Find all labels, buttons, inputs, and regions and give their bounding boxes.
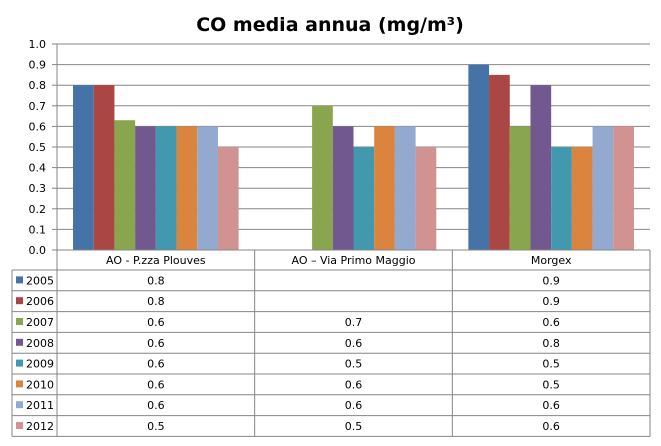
bar-2005-2	[468, 64, 490, 250]
y-tick-label: 0.2	[29, 203, 47, 216]
table-cell: 0.6	[345, 399, 363, 412]
table-cell: 0.5	[147, 420, 165, 433]
table-cell: 0.6	[542, 399, 560, 412]
bar-2011-1	[394, 126, 416, 250]
table-cell: 0.6	[542, 316, 560, 329]
table-cell: 0.5	[542, 358, 560, 371]
y-tick-label: 0.7	[29, 100, 47, 113]
legend-label: 2008	[26, 337, 54, 350]
table-cell: 0.6	[345, 337, 363, 350]
bar-2006-0	[93, 85, 115, 250]
y-tick-label: 1.0	[29, 38, 47, 51]
bar-2010-1	[374, 126, 395, 250]
legend-label: 2005	[26, 274, 54, 287]
bar-2008-2	[530, 85, 552, 250]
legend-key-2010	[16, 380, 23, 388]
table-cell: 0.5	[345, 420, 363, 433]
table-cell: 0.6	[147, 399, 165, 412]
legend-key-2005	[16, 276, 23, 284]
category-label: AO - P.zza Plouves	[106, 254, 206, 267]
y-tick-label: 0.6	[29, 120, 47, 133]
bar-2008-0	[135, 126, 156, 250]
bar-2007-0	[114, 120, 136, 250]
legend-label: 2010	[26, 378, 54, 391]
table-cell: 0.7	[345, 316, 363, 329]
bar-2007-1	[312, 105, 333, 250]
legend-label: 2006	[26, 295, 54, 308]
chart-title: CO media annua (mg/m³)	[196, 14, 464, 36]
table-cell: 0.6	[345, 378, 363, 391]
table-cell: 0.6	[542, 420, 560, 433]
bar-2009-1	[353, 147, 375, 250]
legend-key-2009	[16, 359, 23, 367]
y-tick-label: 0.0	[29, 244, 47, 257]
table-cell: 0.6	[147, 358, 165, 371]
table-cell: 0.9	[542, 295, 560, 308]
y-tick-label: 0.4	[29, 162, 47, 175]
table-cell: 0.8	[147, 274, 165, 287]
legend-label: 2007	[26, 316, 54, 329]
bar-2009-2	[551, 147, 572, 250]
legend-key-2007	[16, 318, 23, 325]
legend-label: 2009	[26, 358, 54, 371]
legend-label: 2011	[26, 399, 54, 412]
bar-2010-2	[571, 147, 593, 250]
bar-2007-2	[509, 126, 531, 250]
legend-key-2008	[16, 338, 23, 346]
table-cell: 0.6	[147, 378, 165, 391]
y-tick-label: 0.5	[29, 141, 47, 154]
legend-key-2006	[16, 297, 23, 305]
bar-2009-0	[155, 126, 177, 250]
table-cell: 0.6	[147, 337, 165, 350]
y-tick-label: 0.3	[29, 182, 47, 195]
table-cell: 0.8	[147, 295, 165, 308]
category-label: AO – Via Primo Maggio	[291, 254, 415, 267]
bar-2011-2	[592, 126, 614, 250]
legend-label: 2012	[26, 420, 54, 433]
table-cell: 0.9	[542, 274, 560, 287]
legend-key-2012	[16, 422, 23, 429]
table-cell: 0.8	[542, 337, 560, 350]
y-tick-label: 0.8	[29, 79, 47, 92]
bar-2012-1	[415, 147, 437, 250]
bar-2010-0	[176, 126, 198, 250]
y-tick-label: 0.1	[29, 223, 47, 236]
bar-2011-0	[197, 126, 218, 250]
legend-key-2011	[16, 401, 23, 409]
bar-2012-2	[613, 126, 634, 250]
table-cell: 0.6	[147, 316, 165, 329]
bar-2012-0	[217, 147, 239, 250]
table-cell: 0.5	[542, 378, 560, 391]
category-label: Morgex	[531, 254, 572, 267]
bar-2005-0	[73, 85, 94, 250]
bar-2008-1	[332, 126, 354, 250]
table-cell: 0.5	[345, 358, 363, 371]
bar-2006-2	[489, 74, 510, 251]
y-tick-label: 0.9	[29, 59, 47, 72]
